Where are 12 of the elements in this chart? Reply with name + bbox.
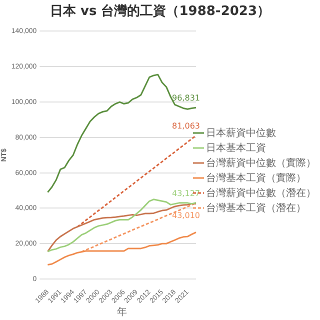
data-label: 43,010	[172, 210, 200, 220]
series-label: 台灣基本工資（潛在）	[206, 202, 306, 214]
legend-label: 台灣薪資中位數（實際）	[206, 156, 316, 170]
legend-label: 台灣基本工資（實際）	[206, 172, 306, 184]
chart-title: 日本 vs 台灣的工資（1988-2023）	[48, 2, 272, 21]
text: 日本薪資中位數	[206, 126, 276, 140]
legend-label: 台灣薪資中位數（潛在）	[206, 186, 316, 200]
data-label: 43,127	[172, 188, 200, 198]
data-label: 81,063	[172, 122, 200, 131]
data-label: 96,831	[172, 94, 200, 103]
legend-label: 日本基本工資	[206, 142, 266, 154]
x-axis-title: 年	[116, 306, 127, 318]
